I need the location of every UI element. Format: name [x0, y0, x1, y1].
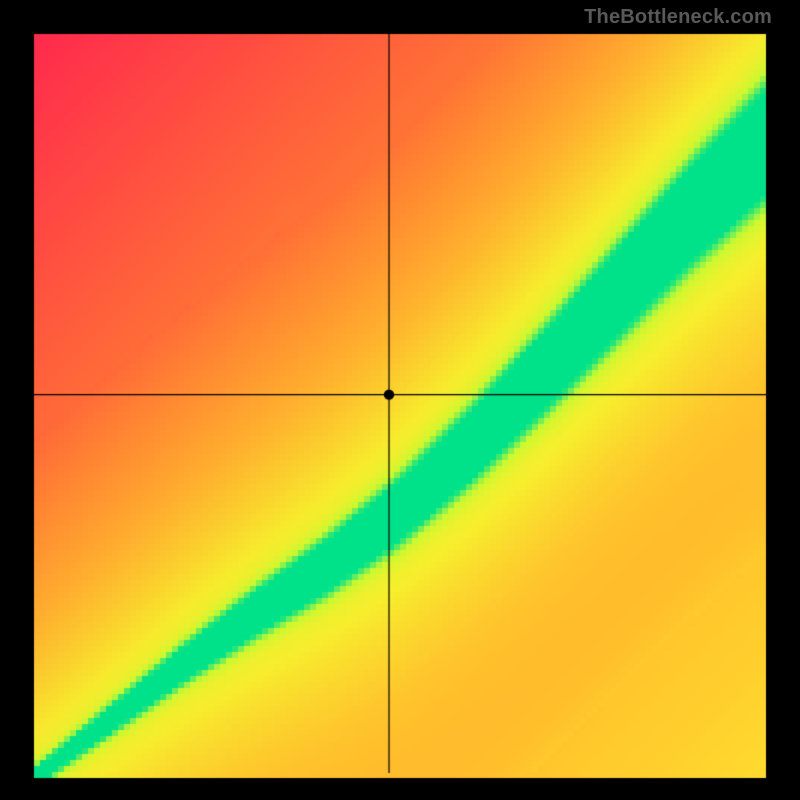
chart-container: TheBottleneck.com	[0, 0, 800, 800]
attribution-text: TheBottleneck.com	[584, 6, 772, 29]
bottleneck-heatmap	[0, 0, 800, 800]
